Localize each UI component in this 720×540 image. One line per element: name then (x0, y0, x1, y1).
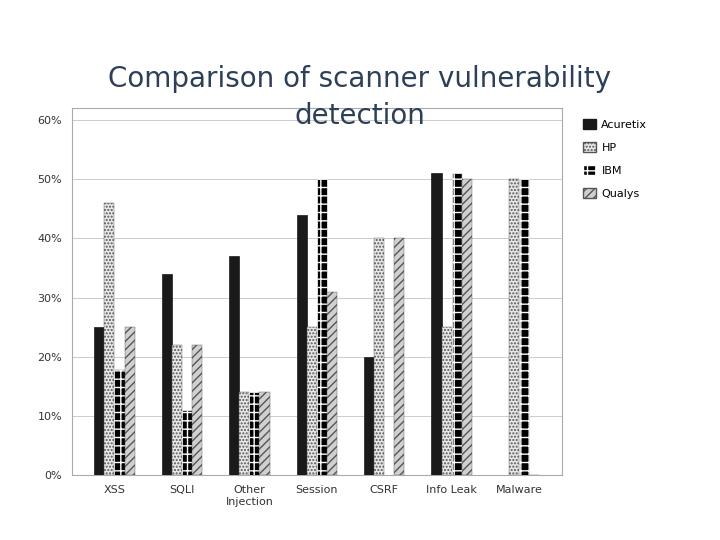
Bar (451, 173, 462, 475)
Legend: Acuretix, HP, IBM, Qualys: Acuretix, HP, IBM, Qualys (577, 113, 653, 205)
Bar (192, 345, 202, 475)
Bar (431, 173, 441, 475)
Bar (249, 392, 259, 475)
Bar (239, 392, 249, 475)
Bar (317, 179, 327, 475)
Bar (462, 179, 472, 475)
Bar (307, 327, 317, 475)
Bar (114, 369, 125, 475)
Bar (104, 202, 114, 475)
Bar (182, 410, 192, 475)
Bar (259, 392, 269, 475)
Bar (172, 345, 182, 475)
Bar (125, 327, 135, 475)
Bar (519, 179, 529, 475)
Bar (297, 214, 307, 475)
Bar (374, 238, 384, 475)
Bar (327, 292, 337, 475)
Bar (94, 327, 104, 475)
Text: Comparison of scanner vulnerability
detection: Comparison of scanner vulnerability dete… (109, 65, 611, 130)
Bar (509, 179, 519, 475)
Bar (162, 274, 172, 475)
Bar (395, 238, 405, 475)
Bar (441, 327, 451, 475)
Bar (229, 256, 239, 475)
Bar (364, 357, 374, 475)
